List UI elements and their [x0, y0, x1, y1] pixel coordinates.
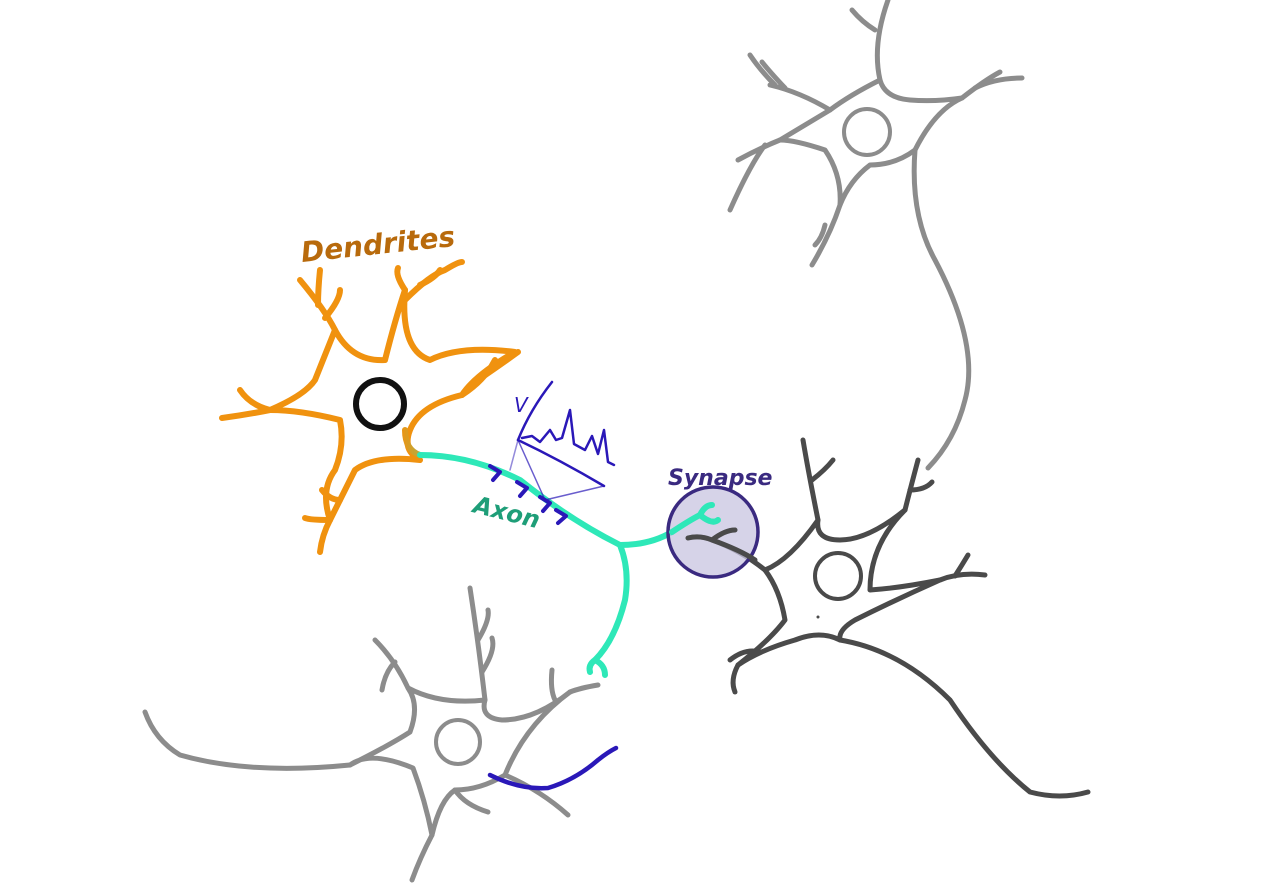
neighbor-neuron-bottom-left — [142, 585, 601, 883]
spike-trace — [520, 408, 616, 467]
dendrites-label: Dendrites — [299, 220, 456, 269]
axon-label: Axon — [469, 490, 543, 534]
synapse-highlight — [666, 485, 760, 579]
synapse-label: Synapse — [668, 466, 773, 491]
signal-arrow-1 — [488, 464, 502, 482]
signal-arrow-2 — [515, 480, 529, 498]
main-neuron-nucleus — [353, 377, 407, 431]
action-potential-annotation — [487, 380, 619, 791]
neighbor-neuron-top-right — [727, 0, 1025, 471]
voltage-axis-label: V — [514, 393, 529, 417]
voltage-axis — [516, 380, 554, 442]
signal-dendrite-highlight — [487, 745, 619, 791]
signal-arrow-3 — [538, 495, 552, 513]
synapse-terminals — [669, 502, 758, 563]
signal-arrow-4 — [554, 508, 568, 525]
time-axis — [516, 438, 606, 488]
neighbor-neuron-bottom-right — [685, 437, 1091, 799]
